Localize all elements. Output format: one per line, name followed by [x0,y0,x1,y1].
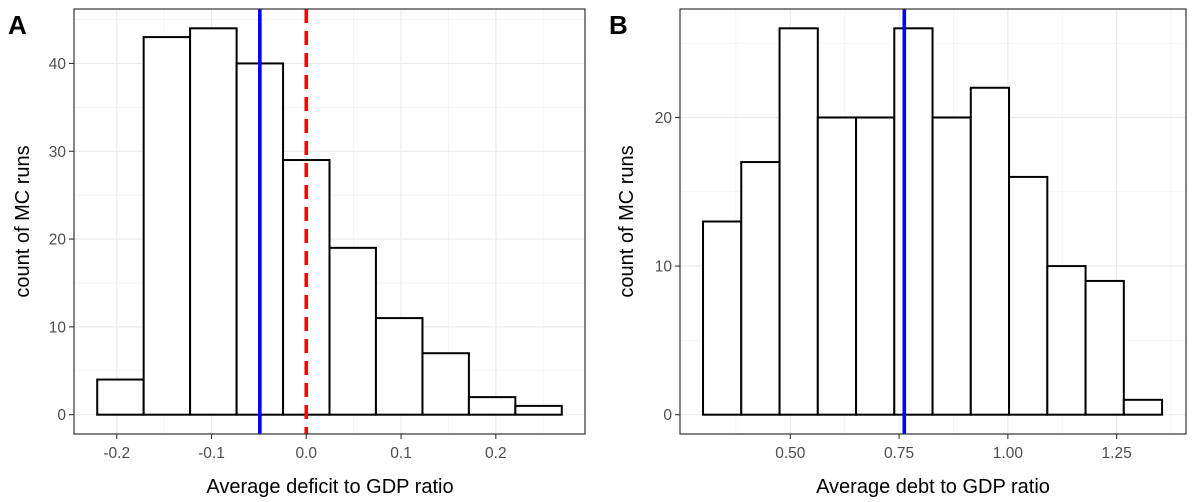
x-tick-label: 0.75 [884,445,914,462]
histogram-bar [1084,279,1125,416]
histogram-bar [855,116,896,416]
y-tick-label: 10 [655,259,673,276]
panel-b-x-axis-title: Average debt to GDP ratio [816,476,1050,498]
panel-b-debt-histogram: B 0.50 0.75 1.00 1.25 0 10 20 Average debt to… [609,8,1187,498]
x-tick-label: 0.1 [390,445,412,462]
panel-b-x-ticks: 0.50 0.75 1.00 1.25 [775,434,1132,462]
panel-b-border [679,8,1187,435]
panel-a-reference-lines [258,9,309,434]
x-tick-label: -0.1 [198,445,225,462]
panel-b-y-axis-title: count of MC runs [616,145,638,297]
y-tick-label: 10 [49,319,67,336]
panel-b-letter: B [609,10,628,40]
panel-a-y-axis-title: count of MC runs [12,145,34,297]
x-tick-label: -0.2 [103,445,130,462]
panel-b-bars [702,27,1164,416]
x-tick-label: 1.25 [1102,445,1132,462]
y-tick-label: 20 [49,232,67,249]
x-tick-label: 0.50 [775,445,806,462]
histogram-bar [931,116,972,416]
histogram-bar [328,246,377,416]
histogram-bar [1008,175,1049,416]
y-tick-label: 20 [655,110,673,127]
panel-a-x-ticks: -0.2 -0.1 0.0 0.1 0.2 [103,434,507,462]
histogram-bar [142,36,192,416]
panel-a-y-ticks: 0 10 20 30 40 [49,56,74,424]
histogram-bar [189,27,238,416]
panel-a-x-axis-title: Average deficit to GDP ratio [206,476,453,498]
x-tick-label: 1.00 [993,445,1024,462]
x-tick-label: 0.2 [485,445,507,462]
panel-a-letter: A [8,10,27,40]
histogram-bar [816,116,858,416]
histogram-bar [893,27,934,416]
histogram-bar [514,404,563,416]
histogram-bar [96,378,145,416]
panel-b-y-ticks: 0 10 20 [655,110,680,424]
histogram-bar [421,352,470,416]
histogram-bar [969,86,1011,416]
histogram-bar [467,396,517,416]
panel-a-border [73,8,586,435]
histogram-bar [778,27,819,416]
histogram-bar [740,161,781,416]
y-tick-label: 30 [49,144,67,161]
y-tick-label: 0 [57,407,66,424]
histogram-bar [374,317,424,416]
x-tick-label: 0.0 [296,445,318,462]
y-tick-label: 0 [663,407,672,424]
y-tick-label: 40 [49,56,67,73]
histogram-bar [702,220,743,416]
histogram-bar [1046,265,1087,416]
panel-a-deficit-histogram: A -0.2 -0.1 0.0 0.1 0.2 0 10 20 30 40 Average de… [8,8,586,498]
histogram-bar [1122,398,1164,416]
